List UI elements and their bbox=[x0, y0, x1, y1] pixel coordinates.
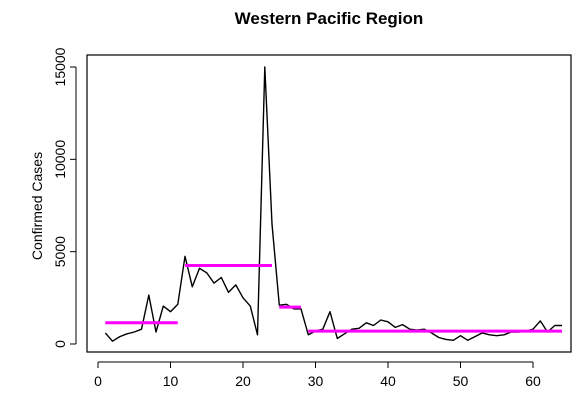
y-axis-label: Confirmed Cases bbox=[29, 152, 45, 260]
x-tick-label: 20 bbox=[235, 373, 251, 389]
y-tick-label: 0 bbox=[52, 340, 68, 348]
series-line bbox=[104, 66, 562, 342]
x-tick-label: 60 bbox=[525, 373, 541, 389]
y-axis: 0 5000 10000 15000 bbox=[52, 47, 77, 348]
segment-layer bbox=[105, 264, 562, 333]
series-layer bbox=[104, 66, 562, 342]
x-tick-label: 40 bbox=[380, 373, 396, 389]
x-tick-label: 0 bbox=[94, 373, 102, 389]
x-tick-label: 50 bbox=[453, 373, 469, 389]
y-tick-label: 10000 bbox=[52, 140, 68, 179]
x-axis: 0 10 20 30 40 50 60 bbox=[94, 361, 541, 389]
x-tick-label: 10 bbox=[163, 373, 179, 389]
plot-frame bbox=[86, 54, 572, 353]
y-tick-label: 15000 bbox=[52, 47, 68, 86]
chart-title: Western Pacific Region bbox=[235, 9, 424, 28]
x-tick-label: 30 bbox=[308, 373, 324, 389]
y-tick-label: 5000 bbox=[52, 236, 68, 267]
